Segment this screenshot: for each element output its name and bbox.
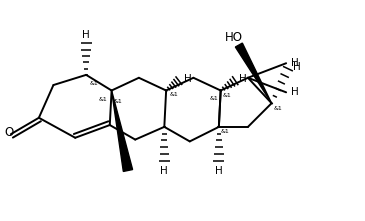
Text: HO: HO xyxy=(224,30,242,44)
Text: &1: &1 xyxy=(90,81,99,86)
Text: &1: &1 xyxy=(114,99,122,103)
Text: H: H xyxy=(82,30,90,40)
Text: &1: &1 xyxy=(273,106,282,111)
Polygon shape xyxy=(235,43,272,103)
Text: H: H xyxy=(215,166,223,176)
Text: O: O xyxy=(4,126,14,139)
Text: H: H xyxy=(291,87,299,97)
Text: &1: &1 xyxy=(210,96,219,101)
Text: &1: &1 xyxy=(221,130,230,134)
Text: H: H xyxy=(291,58,299,68)
Polygon shape xyxy=(112,91,132,171)
Text: H: H xyxy=(184,74,192,84)
Text: H: H xyxy=(161,166,168,176)
Text: H: H xyxy=(239,74,247,84)
Text: &1: &1 xyxy=(223,93,231,98)
Text: H: H xyxy=(293,62,301,72)
Text: &1: &1 xyxy=(99,97,108,102)
Text: &1: &1 xyxy=(170,92,178,97)
